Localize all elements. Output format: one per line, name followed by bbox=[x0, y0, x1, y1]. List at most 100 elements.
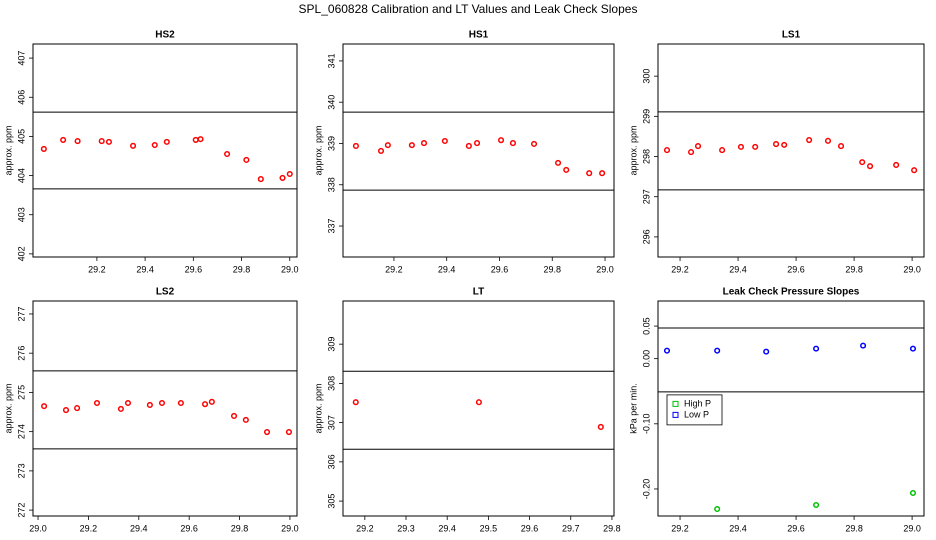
y-tick-label: 337 bbox=[326, 219, 336, 234]
y-tick-label: 273 bbox=[16, 463, 26, 478]
x-tick-label: 29.6 bbox=[185, 264, 203, 274]
data-point bbox=[859, 159, 866, 166]
data-point bbox=[224, 150, 231, 158]
data-point bbox=[530, 140, 538, 147]
x-tick-label: 29.6 bbox=[491, 264, 509, 274]
y-tick-label: 305 bbox=[326, 494, 336, 509]
data-point bbox=[694, 143, 702, 150]
y-tick-label: 272 bbox=[16, 503, 26, 518]
x-tick-label: 29.7 bbox=[562, 523, 580, 533]
data-point bbox=[151, 141, 158, 149]
y-tick-label: 405 bbox=[16, 129, 26, 144]
data-point bbox=[475, 399, 482, 406]
y-axis-label: kPa per min. bbox=[628, 383, 638, 434]
data-point bbox=[509, 140, 516, 147]
y-tick-label: 296 bbox=[641, 229, 651, 244]
data-point bbox=[384, 142, 391, 149]
y-tick-label: 306 bbox=[326, 454, 336, 469]
data-point bbox=[208, 398, 215, 405]
data-point bbox=[441, 137, 448, 145]
x-tick-label: 29.8 bbox=[543, 264, 561, 274]
data-point bbox=[377, 147, 385, 154]
data-point bbox=[813, 501, 820, 509]
y-tick-label: 297 bbox=[641, 189, 651, 204]
panel-title: LS1 bbox=[782, 30, 801, 41]
y-tick-label: 309 bbox=[326, 337, 336, 352]
x-tick-label: 29.8 bbox=[845, 264, 863, 274]
y-axis-label: approx. ppm bbox=[313, 383, 323, 433]
x-tick-label: 29.4 bbox=[729, 523, 747, 533]
data-point bbox=[719, 147, 726, 154]
x-tick-label: 29.8 bbox=[231, 523, 249, 533]
data-point bbox=[597, 423, 604, 430]
y-tick-label: 276 bbox=[16, 346, 26, 361]
data-point bbox=[192, 136, 199, 143]
y-tick-label: 0.00 bbox=[641, 350, 651, 368]
y-tick-label: 402 bbox=[16, 246, 26, 261]
legend-box bbox=[666, 394, 723, 426]
x-tick-label: 29.5 bbox=[480, 523, 498, 533]
x-tick-label: 29.8 bbox=[233, 264, 251, 274]
data-point bbox=[714, 505, 721, 513]
data-point bbox=[806, 137, 813, 144]
data-point bbox=[824, 137, 832, 144]
x-tick-label: 29.2 bbox=[88, 264, 106, 274]
y-tick-label: -0.10 bbox=[641, 414, 651, 435]
y-tick-label: 341 bbox=[326, 53, 336, 68]
data-point bbox=[866, 163, 874, 170]
data-point bbox=[263, 428, 271, 436]
data-point bbox=[773, 141, 780, 148]
x-tick-label: 29.0 bbox=[903, 264, 921, 274]
y-tick-label: -0.20 bbox=[641, 479, 651, 500]
data-point bbox=[911, 167, 918, 174]
data-point bbox=[837, 143, 845, 150]
data-point bbox=[352, 142, 359, 150]
data-point bbox=[74, 405, 81, 412]
x-tick-label: 29.6 bbox=[521, 523, 539, 533]
legend-marker bbox=[672, 400, 679, 407]
x-tick-label: 29.0 bbox=[903, 523, 921, 533]
data-point bbox=[130, 142, 137, 149]
data-point bbox=[420, 140, 428, 147]
data-point bbox=[663, 347, 671, 354]
data-point bbox=[688, 149, 695, 156]
figure-title: SPL_060828 Calibration and LT Values and… bbox=[299, 2, 638, 16]
x-tick-label: 29.4 bbox=[729, 264, 747, 274]
y-tick-label: 340 bbox=[326, 95, 336, 110]
x-tick-label: 29.0 bbox=[596, 264, 614, 274]
data-point bbox=[586, 170, 593, 177]
y-tick-label: 307 bbox=[326, 415, 336, 430]
data-point bbox=[177, 399, 184, 407]
data-point bbox=[242, 416, 249, 423]
data-point bbox=[408, 142, 415, 149]
x-tick-label: 29.2 bbox=[671, 523, 689, 533]
data-point bbox=[40, 145, 47, 152]
data-point bbox=[714, 347, 721, 354]
data-point bbox=[752, 143, 759, 150]
x-tick-label: 29.4 bbox=[130, 523, 148, 533]
plot-frame bbox=[657, 300, 925, 517]
panel-title: LT bbox=[473, 287, 484, 298]
x-tick-label: 29.0 bbox=[281, 523, 299, 533]
y-tick-label: 275 bbox=[16, 385, 26, 400]
legend-label: High P bbox=[684, 398, 711, 408]
data-point bbox=[146, 401, 153, 409]
x-tick-label: 29.2 bbox=[80, 523, 98, 533]
data-point bbox=[202, 401, 209, 408]
x-tick-label: 29.8 bbox=[845, 523, 863, 533]
data-point bbox=[117, 405, 124, 412]
data-point bbox=[257, 176, 264, 183]
data-point bbox=[158, 399, 166, 407]
y-tick-label: 338 bbox=[326, 177, 336, 192]
x-tick-label: 29.2 bbox=[385, 264, 403, 274]
x-tick-label: 29.6 bbox=[180, 523, 198, 533]
x-tick-label: 29.2 bbox=[671, 264, 689, 274]
data-point bbox=[813, 345, 820, 352]
y-axis-label: approx. ppm bbox=[313, 125, 323, 175]
y-tick-label: 339 bbox=[326, 136, 336, 151]
data-point bbox=[663, 147, 671, 154]
y-tick-label: 299 bbox=[641, 109, 651, 124]
y-tick-label: 300 bbox=[641, 69, 651, 84]
data-point bbox=[860, 342, 867, 349]
